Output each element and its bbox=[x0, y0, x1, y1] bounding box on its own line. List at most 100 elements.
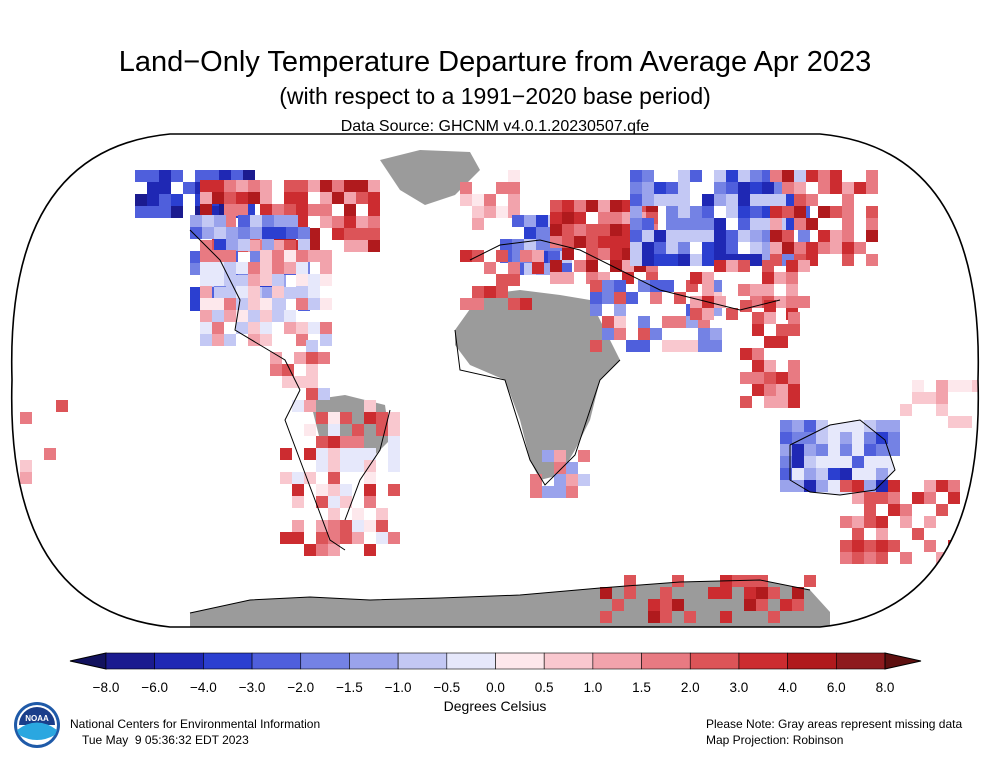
anomaly-cell bbox=[352, 520, 364, 532]
anomaly-cell bbox=[550, 212, 562, 224]
anomaly-cell bbox=[20, 460, 32, 472]
anomaly-cell bbox=[20, 412, 32, 424]
anomaly-cell bbox=[876, 468, 888, 480]
anomaly-cell bbox=[212, 250, 224, 262]
anomaly-cell bbox=[202, 227, 214, 239]
anomaly-cell bbox=[770, 206, 782, 218]
anomaly-cell bbox=[536, 239, 548, 251]
anomaly-cell bbox=[214, 215, 226, 227]
anomaly-cell bbox=[788, 384, 800, 396]
anomaly-cell bbox=[610, 200, 622, 212]
anomaly-cell bbox=[574, 260, 586, 272]
anomaly-cell bbox=[876, 528, 888, 540]
anomaly-cell bbox=[496, 274, 508, 286]
anomaly-cell bbox=[780, 420, 792, 432]
anomaly-cell bbox=[44, 448, 56, 460]
anomaly-cell bbox=[562, 236, 574, 248]
anomaly-cell bbox=[306, 376, 318, 388]
anomaly-cell bbox=[936, 380, 948, 392]
anomaly-cell bbox=[340, 460, 352, 472]
anomaly-cell bbox=[226, 227, 238, 239]
anomaly-cell bbox=[638, 328, 650, 340]
anomaly-cell bbox=[762, 260, 774, 272]
anomaly-cell bbox=[308, 180, 320, 192]
anomaly-cell bbox=[304, 544, 316, 556]
anomaly-cell bbox=[260, 250, 272, 262]
anomaly-cell bbox=[774, 272, 786, 284]
anomaly-cell bbox=[554, 486, 566, 498]
colorbar-swatch bbox=[203, 652, 253, 670]
anomaly-cell bbox=[578, 474, 590, 486]
anomaly-cell bbox=[960, 380, 972, 392]
anomaly-cell bbox=[936, 392, 948, 404]
anomaly-cell bbox=[243, 170, 255, 182]
anomaly-cell bbox=[368, 204, 380, 216]
anomaly-cell bbox=[654, 194, 666, 206]
anomaly-cell bbox=[750, 254, 762, 266]
anomaly-cell bbox=[840, 552, 852, 564]
anomaly-cell bbox=[792, 432, 804, 444]
anomaly-cell bbox=[316, 436, 328, 448]
anomaly-cell bbox=[750, 194, 762, 206]
anomaly-cell bbox=[630, 206, 642, 218]
colorbar-swatch bbox=[543, 652, 594, 670]
anomaly-cell bbox=[630, 194, 642, 206]
anomaly-cell bbox=[666, 230, 678, 242]
anomaly-cell bbox=[328, 448, 340, 460]
anomaly-cell bbox=[924, 540, 936, 552]
anomaly-cell bbox=[316, 460, 328, 472]
anomaly-cell bbox=[376, 520, 388, 532]
anomaly-cell bbox=[171, 194, 183, 206]
anomaly-cell bbox=[654, 182, 666, 194]
anomaly-cell bbox=[566, 474, 578, 486]
anomaly-cell bbox=[574, 212, 586, 224]
anomaly-cell bbox=[212, 322, 224, 334]
anomaly-cell bbox=[344, 192, 356, 204]
anomaly-cell bbox=[786, 272, 798, 284]
anomaly-cell bbox=[750, 284, 762, 296]
anomaly-cell bbox=[678, 170, 690, 182]
anomaly-cell bbox=[316, 544, 328, 556]
anomaly-cell bbox=[320, 298, 332, 310]
anomaly-cell bbox=[888, 480, 900, 492]
anomaly-cell bbox=[262, 215, 274, 227]
anomaly-cell bbox=[248, 262, 260, 274]
anomaly-cell bbox=[344, 204, 356, 216]
anomaly-cell bbox=[698, 340, 710, 352]
anomaly-cell bbox=[190, 227, 202, 239]
anomaly-cell bbox=[248, 180, 260, 192]
anomaly-cell bbox=[818, 170, 830, 182]
anomaly-cell bbox=[320, 274, 332, 286]
anomaly-cell bbox=[750, 218, 762, 230]
anomaly-cell bbox=[484, 262, 496, 274]
anomaly-cell bbox=[744, 599, 756, 611]
anomaly-cell bbox=[135, 170, 147, 182]
anomaly-cell bbox=[147, 194, 159, 206]
anomaly-cell bbox=[774, 296, 786, 308]
anomaly-cell bbox=[866, 218, 878, 230]
anomaly-cell bbox=[750, 170, 762, 182]
anomaly-cell bbox=[286, 227, 298, 239]
anomaly-cell bbox=[690, 272, 702, 284]
colorbar-tick-label: 0.5 bbox=[534, 680, 554, 695]
anomaly-cell bbox=[770, 230, 782, 242]
anomaly-cell bbox=[840, 432, 852, 444]
anomaly-cell bbox=[612, 599, 624, 611]
anomaly-cell bbox=[798, 260, 810, 272]
anomaly-cell bbox=[864, 504, 876, 516]
anomaly-cell bbox=[864, 456, 876, 468]
anomaly-cell bbox=[356, 180, 368, 192]
anomaly-cell bbox=[912, 492, 924, 504]
anomaly-cell bbox=[900, 516, 912, 528]
anomaly-cell bbox=[698, 328, 710, 340]
anomaly-cell bbox=[280, 472, 292, 484]
anomaly-cell bbox=[320, 204, 332, 216]
anomaly-cell bbox=[678, 230, 690, 242]
anomaly-cell bbox=[286, 215, 298, 227]
anomaly-cell bbox=[202, 215, 214, 227]
anomaly-cell bbox=[864, 444, 876, 456]
anomaly-cell bbox=[530, 474, 542, 486]
anomaly-cell bbox=[750, 206, 762, 218]
anomaly-cell bbox=[764, 372, 776, 384]
colorbar-tick-label: −4.0 bbox=[190, 680, 217, 695]
